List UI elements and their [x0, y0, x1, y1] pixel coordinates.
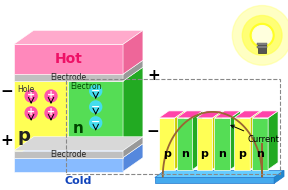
Polygon shape: [14, 137, 143, 151]
Circle shape: [90, 117, 102, 129]
Circle shape: [242, 16, 282, 55]
Polygon shape: [215, 111, 240, 118]
Text: Hot: Hot: [54, 52, 82, 66]
Polygon shape: [197, 118, 213, 169]
Polygon shape: [123, 137, 143, 158]
Bar: [257, 43, 267, 45]
Polygon shape: [68, 67, 88, 151]
Circle shape: [90, 85, 102, 97]
Polygon shape: [14, 30, 143, 44]
Polygon shape: [193, 111, 202, 169]
Circle shape: [250, 23, 274, 47]
Circle shape: [232, 6, 288, 65]
Bar: [258, 43, 266, 53]
Polygon shape: [155, 177, 274, 183]
Polygon shape: [68, 81, 123, 151]
Polygon shape: [14, 81, 68, 151]
Polygon shape: [14, 67, 88, 81]
Polygon shape: [234, 111, 260, 118]
Polygon shape: [123, 60, 143, 81]
Circle shape: [45, 107, 57, 119]
Circle shape: [90, 101, 102, 113]
Text: −: −: [147, 124, 160, 139]
Text: Electrode: Electrode: [50, 150, 86, 159]
Polygon shape: [14, 74, 123, 81]
Text: +: +: [27, 107, 35, 117]
Polygon shape: [123, 67, 143, 151]
Bar: [67, 79, 280, 173]
Text: −: −: [91, 117, 101, 127]
Polygon shape: [215, 118, 230, 169]
Polygon shape: [274, 170, 284, 183]
Text: +: +: [47, 107, 55, 117]
Text: −: −: [91, 101, 101, 111]
Text: +: +: [0, 133, 13, 148]
Polygon shape: [250, 111, 260, 169]
Polygon shape: [159, 111, 185, 118]
Text: n: n: [256, 149, 264, 159]
Text: n: n: [181, 149, 189, 159]
Text: Electron: Electron: [70, 82, 102, 91]
Text: p: p: [200, 149, 209, 159]
Polygon shape: [14, 44, 123, 74]
Circle shape: [25, 90, 37, 102]
Text: Hole: Hole: [18, 85, 35, 94]
Circle shape: [252, 25, 272, 45]
Polygon shape: [268, 111, 278, 169]
Polygon shape: [234, 118, 250, 169]
Text: n: n: [73, 121, 84, 136]
Polygon shape: [213, 111, 222, 169]
Polygon shape: [252, 118, 268, 169]
Polygon shape: [177, 118, 193, 169]
Circle shape: [45, 90, 57, 102]
Polygon shape: [14, 151, 123, 158]
Text: p: p: [238, 149, 246, 159]
Polygon shape: [123, 144, 143, 172]
Polygon shape: [155, 170, 284, 177]
Polygon shape: [177, 111, 202, 118]
Text: +: +: [47, 90, 55, 101]
Text: n: n: [219, 149, 226, 159]
Polygon shape: [14, 144, 143, 158]
Polygon shape: [68, 67, 143, 81]
Polygon shape: [230, 111, 240, 169]
Text: +: +: [27, 90, 35, 101]
Bar: [257, 46, 267, 48]
Polygon shape: [14, 158, 123, 172]
Text: Cold: Cold: [65, 177, 92, 187]
Polygon shape: [123, 30, 143, 74]
Polygon shape: [252, 111, 278, 118]
Text: p: p: [17, 127, 30, 145]
Polygon shape: [175, 111, 185, 169]
Circle shape: [25, 107, 37, 119]
Polygon shape: [159, 118, 175, 169]
Text: −: −: [0, 84, 13, 99]
Polygon shape: [14, 60, 143, 74]
Polygon shape: [197, 111, 222, 118]
Text: Electrode: Electrode: [50, 73, 86, 82]
Text: p: p: [163, 149, 171, 159]
Text: Current: Current: [231, 125, 279, 144]
Text: +: +: [147, 68, 160, 83]
Text: −: −: [91, 86, 101, 96]
